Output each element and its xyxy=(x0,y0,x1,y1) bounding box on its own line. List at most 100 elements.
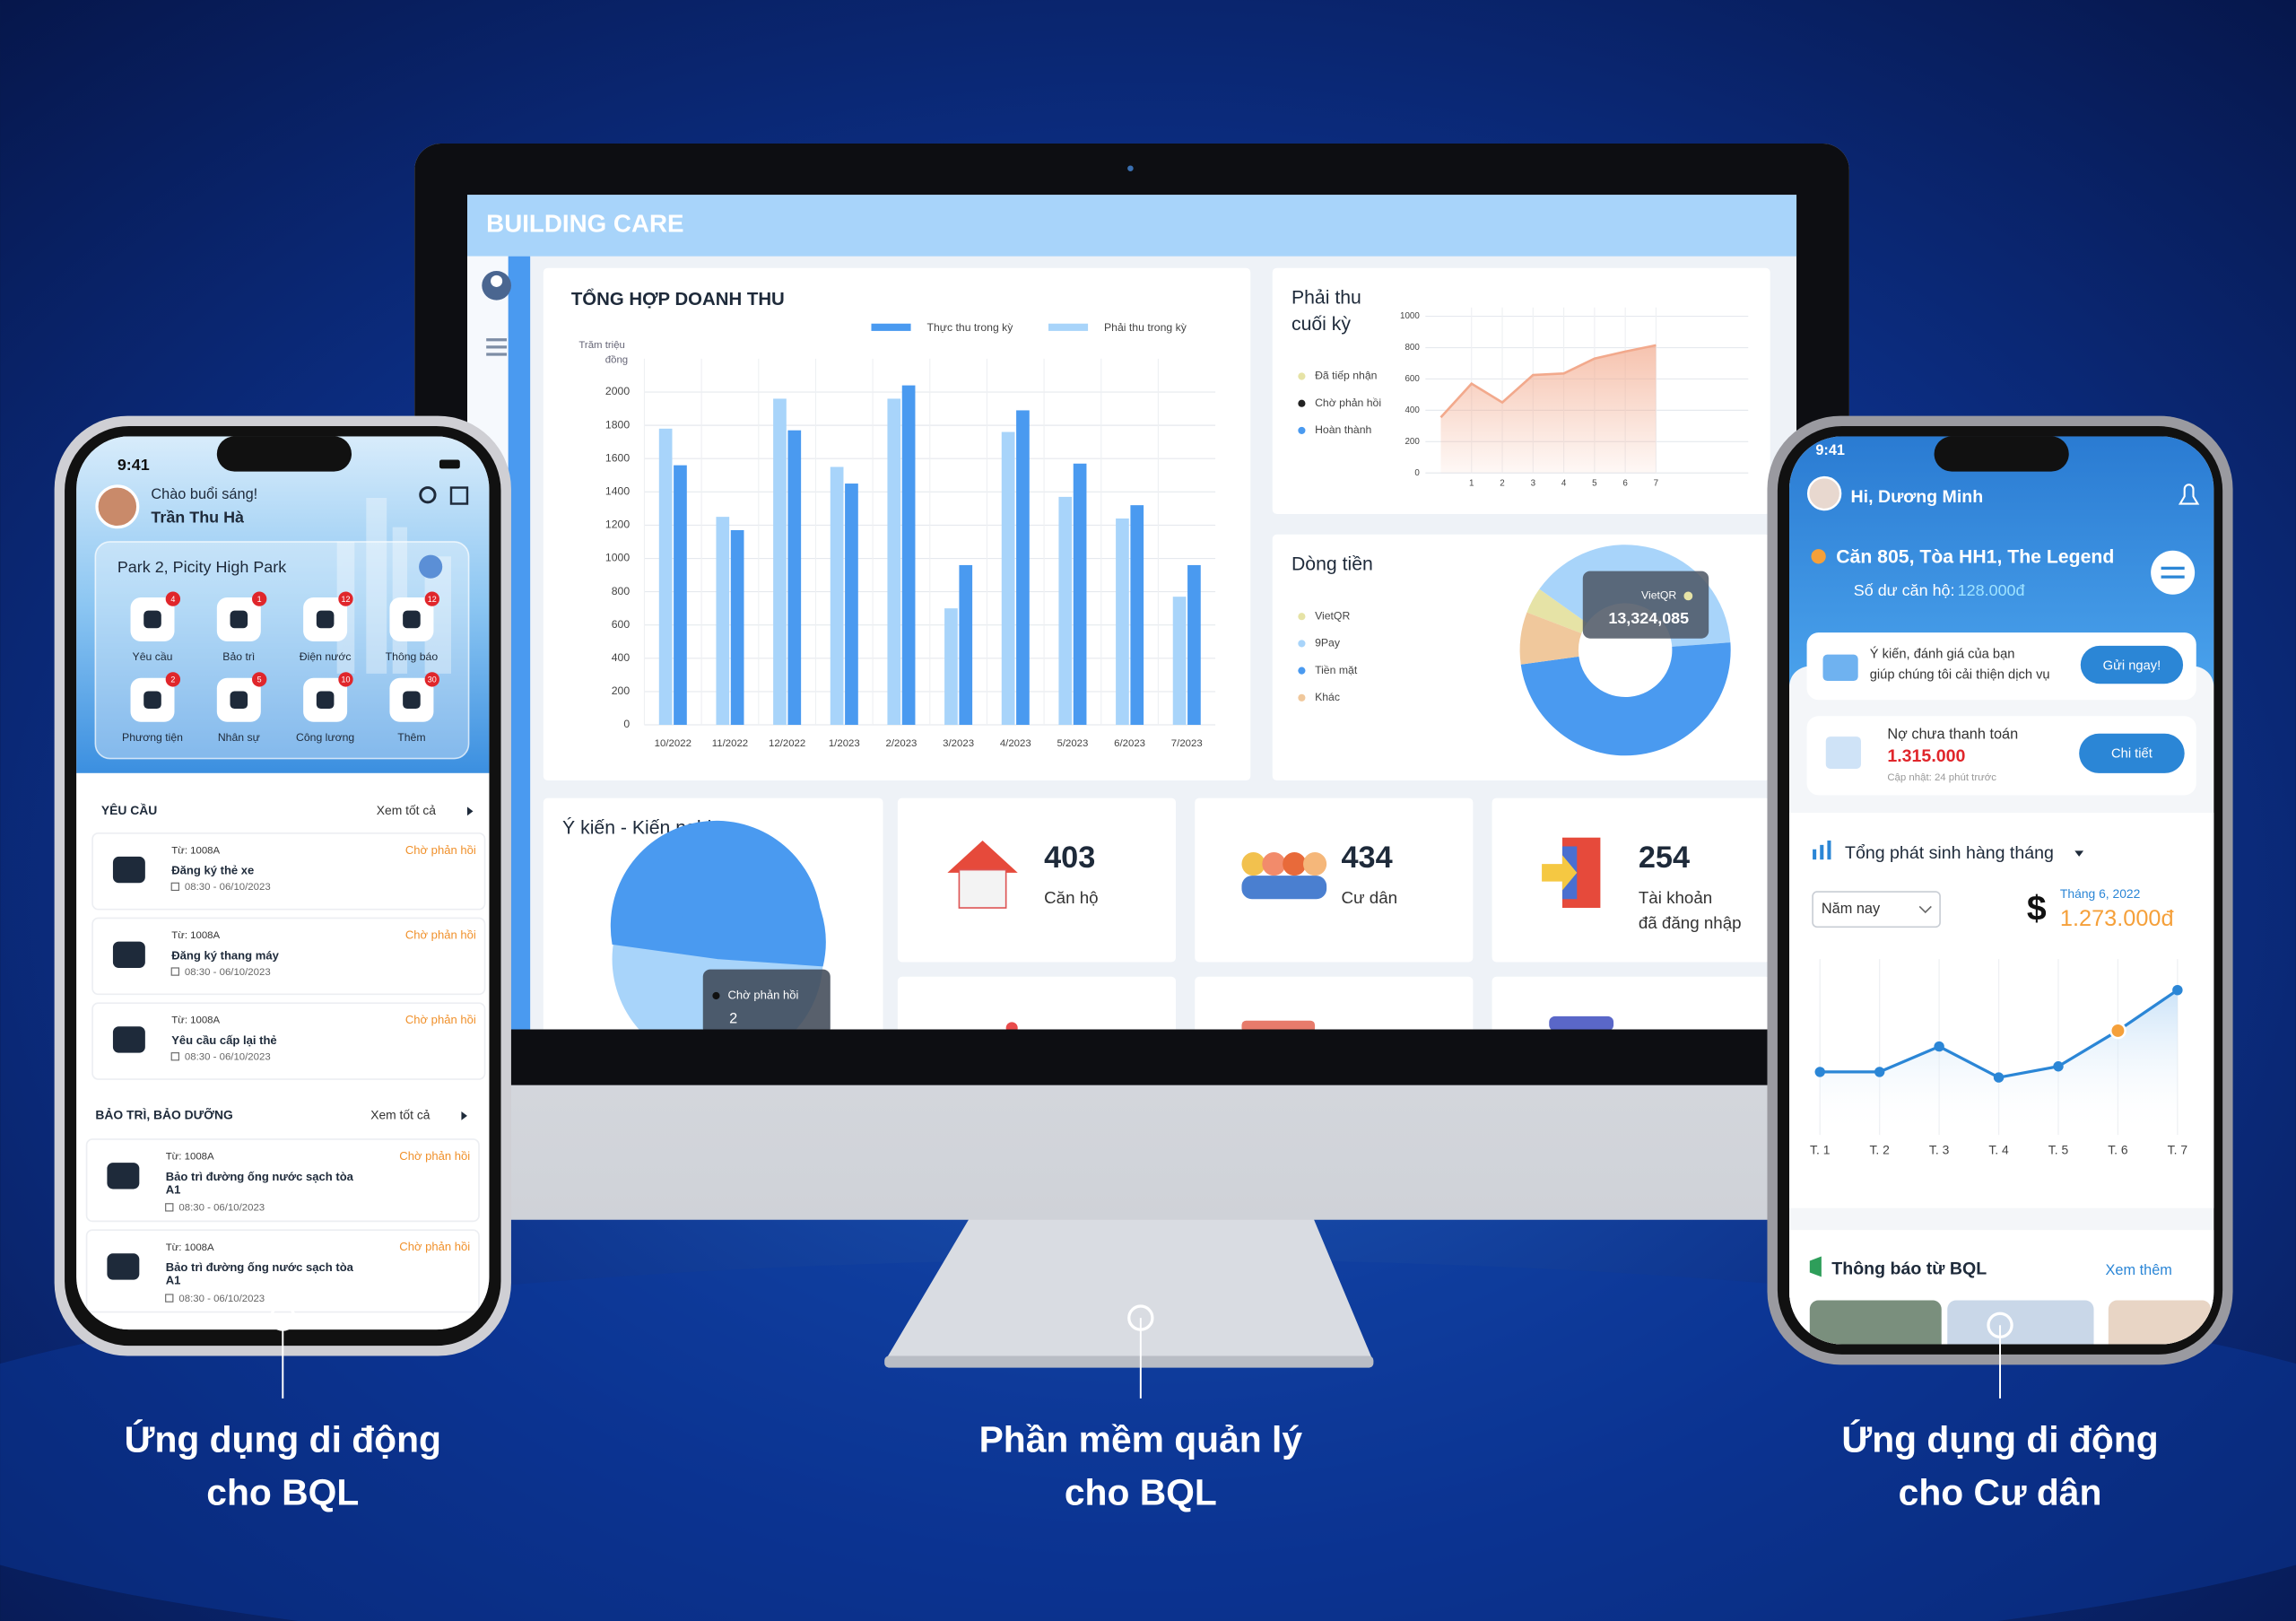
notice-thumb[interactable] xyxy=(2108,1300,2212,1359)
x-tick-label: 1 xyxy=(1469,478,1474,488)
item-icon xyxy=(107,1253,140,1280)
x-tick-label: 1/2023 xyxy=(829,738,860,749)
legend-label: Đã tiếp nhận xyxy=(1315,370,1378,382)
legend-label: Chờ phản hồi xyxy=(1315,397,1381,409)
badge-count: 1 xyxy=(257,595,262,604)
x-tick-label: 12/2022 xyxy=(769,738,805,749)
period-label[interactable]: Năm nay xyxy=(1822,901,1881,917)
area xyxy=(1440,344,1657,474)
card-partial xyxy=(1195,976,1474,1030)
menu-label[interactable]: Thêm xyxy=(397,731,425,744)
bar xyxy=(1001,431,1015,726)
tooltip xyxy=(702,969,831,1030)
caption: cho Cư dân xyxy=(1899,1471,2102,1512)
tooltip-label: Chờ phản hồi xyxy=(728,988,799,1001)
balance: 128.000đ xyxy=(1958,581,2025,599)
chart-section xyxy=(1788,812,2214,1208)
badge-count: 5 xyxy=(257,675,262,684)
list-card[interactable] xyxy=(91,1002,486,1080)
switch-button[interactable] xyxy=(419,554,443,579)
legend-swatch xyxy=(1048,323,1089,331)
calendar-icon xyxy=(170,882,179,892)
notice-thumb[interactable] xyxy=(1947,1300,2094,1359)
status-time: 9:41 xyxy=(117,456,150,474)
list-card[interactable] xyxy=(85,1229,480,1313)
see-all[interactable]: Xem tốt cả xyxy=(377,803,437,817)
badge xyxy=(252,672,267,687)
brand: BUILDING CARE xyxy=(486,210,683,238)
list-card[interactable] xyxy=(91,917,486,996)
send-button-label[interactable]: Gửi ngay! xyxy=(2103,659,2161,674)
x-tick-label: T. 4 xyxy=(1988,1143,2009,1157)
legend-dot xyxy=(1298,667,1306,675)
see-more[interactable]: Xem thêm xyxy=(2106,1262,2172,1278)
area xyxy=(1820,989,2178,1136)
sidebar-strip xyxy=(508,256,531,1030)
legend-label: 9Pay xyxy=(1315,637,1341,649)
bell-icon[interactable] xyxy=(2178,484,2200,505)
item-time: 08:30 - 06/10/2023 xyxy=(185,967,271,978)
chart-icon xyxy=(1813,840,1831,860)
qr-icon[interactable] xyxy=(449,486,469,505)
send-button[interactable] xyxy=(2080,645,2184,684)
switch-button[interactable] xyxy=(2151,550,2196,595)
menu-label[interactable]: Bảo trì xyxy=(222,650,255,663)
y-tick-label: 1200 xyxy=(605,519,630,531)
bar xyxy=(1130,505,1144,726)
list-card[interactable] xyxy=(85,1138,480,1223)
item-status: Chờ phản hồi xyxy=(399,1149,470,1163)
badge-count: 4 xyxy=(170,595,175,604)
calendar-icon xyxy=(165,1294,174,1303)
y-tick-label: 2000 xyxy=(605,385,630,397)
list-card[interactable] xyxy=(91,832,486,911)
bar xyxy=(887,398,901,726)
legend-label: Phải thu trong kỳ xyxy=(1104,321,1187,334)
caption: cho BQL xyxy=(206,1471,359,1512)
detail-button-label[interactable]: Chi tiết xyxy=(2111,747,2152,762)
x-tick-label: 2 xyxy=(1500,478,1504,488)
badge-count: 12 xyxy=(428,595,437,604)
debt-icon xyxy=(1825,736,1861,769)
menu-label[interactable]: Thông báo xyxy=(386,650,439,663)
y-tick-label: 1800 xyxy=(605,418,630,431)
x-tick-label: 3 xyxy=(1531,478,1536,488)
card-icon-partial xyxy=(1241,1020,1316,1030)
caption: cho BQL xyxy=(1065,1471,1217,1512)
search-icon[interactable] xyxy=(419,486,437,504)
legend-label: Khác xyxy=(1315,691,1340,703)
see-all-arrow xyxy=(461,1111,467,1120)
item-icon xyxy=(112,856,145,884)
item-from: Từ: 1008A xyxy=(171,845,220,856)
notice-thumb[interactable] xyxy=(1809,1300,1942,1359)
cashflow-chart: VietQR 9Pay Tiền mặt Khác VietQR 13,324,085 xyxy=(1298,545,1731,756)
badge-count: 2 xyxy=(170,675,175,684)
section-title: YÊU CẦU xyxy=(101,802,157,817)
caption-marker xyxy=(1987,1312,2013,1338)
item-status: Chờ phản hồi xyxy=(405,928,476,942)
menu-label[interactable]: Phương tiện xyxy=(122,731,183,744)
arrow-icon xyxy=(1542,855,1578,891)
menu-label[interactable]: Yêu cầu xyxy=(133,650,173,663)
y-tick-label: 800 xyxy=(1405,343,1420,353)
stat-card xyxy=(1492,797,1770,963)
legend-dot xyxy=(1298,613,1306,621)
menu-label[interactable]: Điện nước xyxy=(300,650,352,663)
y-tick-label: 200 xyxy=(612,684,631,697)
highlight-month: Tháng 6, 2022 xyxy=(2060,886,2141,901)
menu-label[interactable]: Công lương xyxy=(296,731,354,744)
see-all[interactable]: Xem tốt cả xyxy=(370,1107,430,1121)
stat-card xyxy=(897,797,1177,963)
caption: Ứng dụng di động xyxy=(1841,1419,2158,1460)
menu-icon xyxy=(230,610,248,629)
x-tick-label: T. 2 xyxy=(1870,1143,1891,1157)
x-tick-label: T. 1 xyxy=(1810,1143,1831,1157)
desktop-screen: BUILDING CARE TỔNG HỢP DOANH THU Trăm tr… xyxy=(466,195,1797,1030)
dropdown-arrow[interactable] xyxy=(2074,850,2084,857)
project-card xyxy=(94,541,470,760)
item-time: 08:30 - 06/10/2023 xyxy=(178,1203,265,1214)
chart-title: Tổng phát sinh hàng tháng xyxy=(1845,843,2054,863)
detail-button[interactable] xyxy=(2079,733,2185,773)
period-select[interactable] xyxy=(1812,891,1941,928)
bar xyxy=(944,608,958,726)
menu-label[interactable]: Nhân sự xyxy=(218,731,260,744)
